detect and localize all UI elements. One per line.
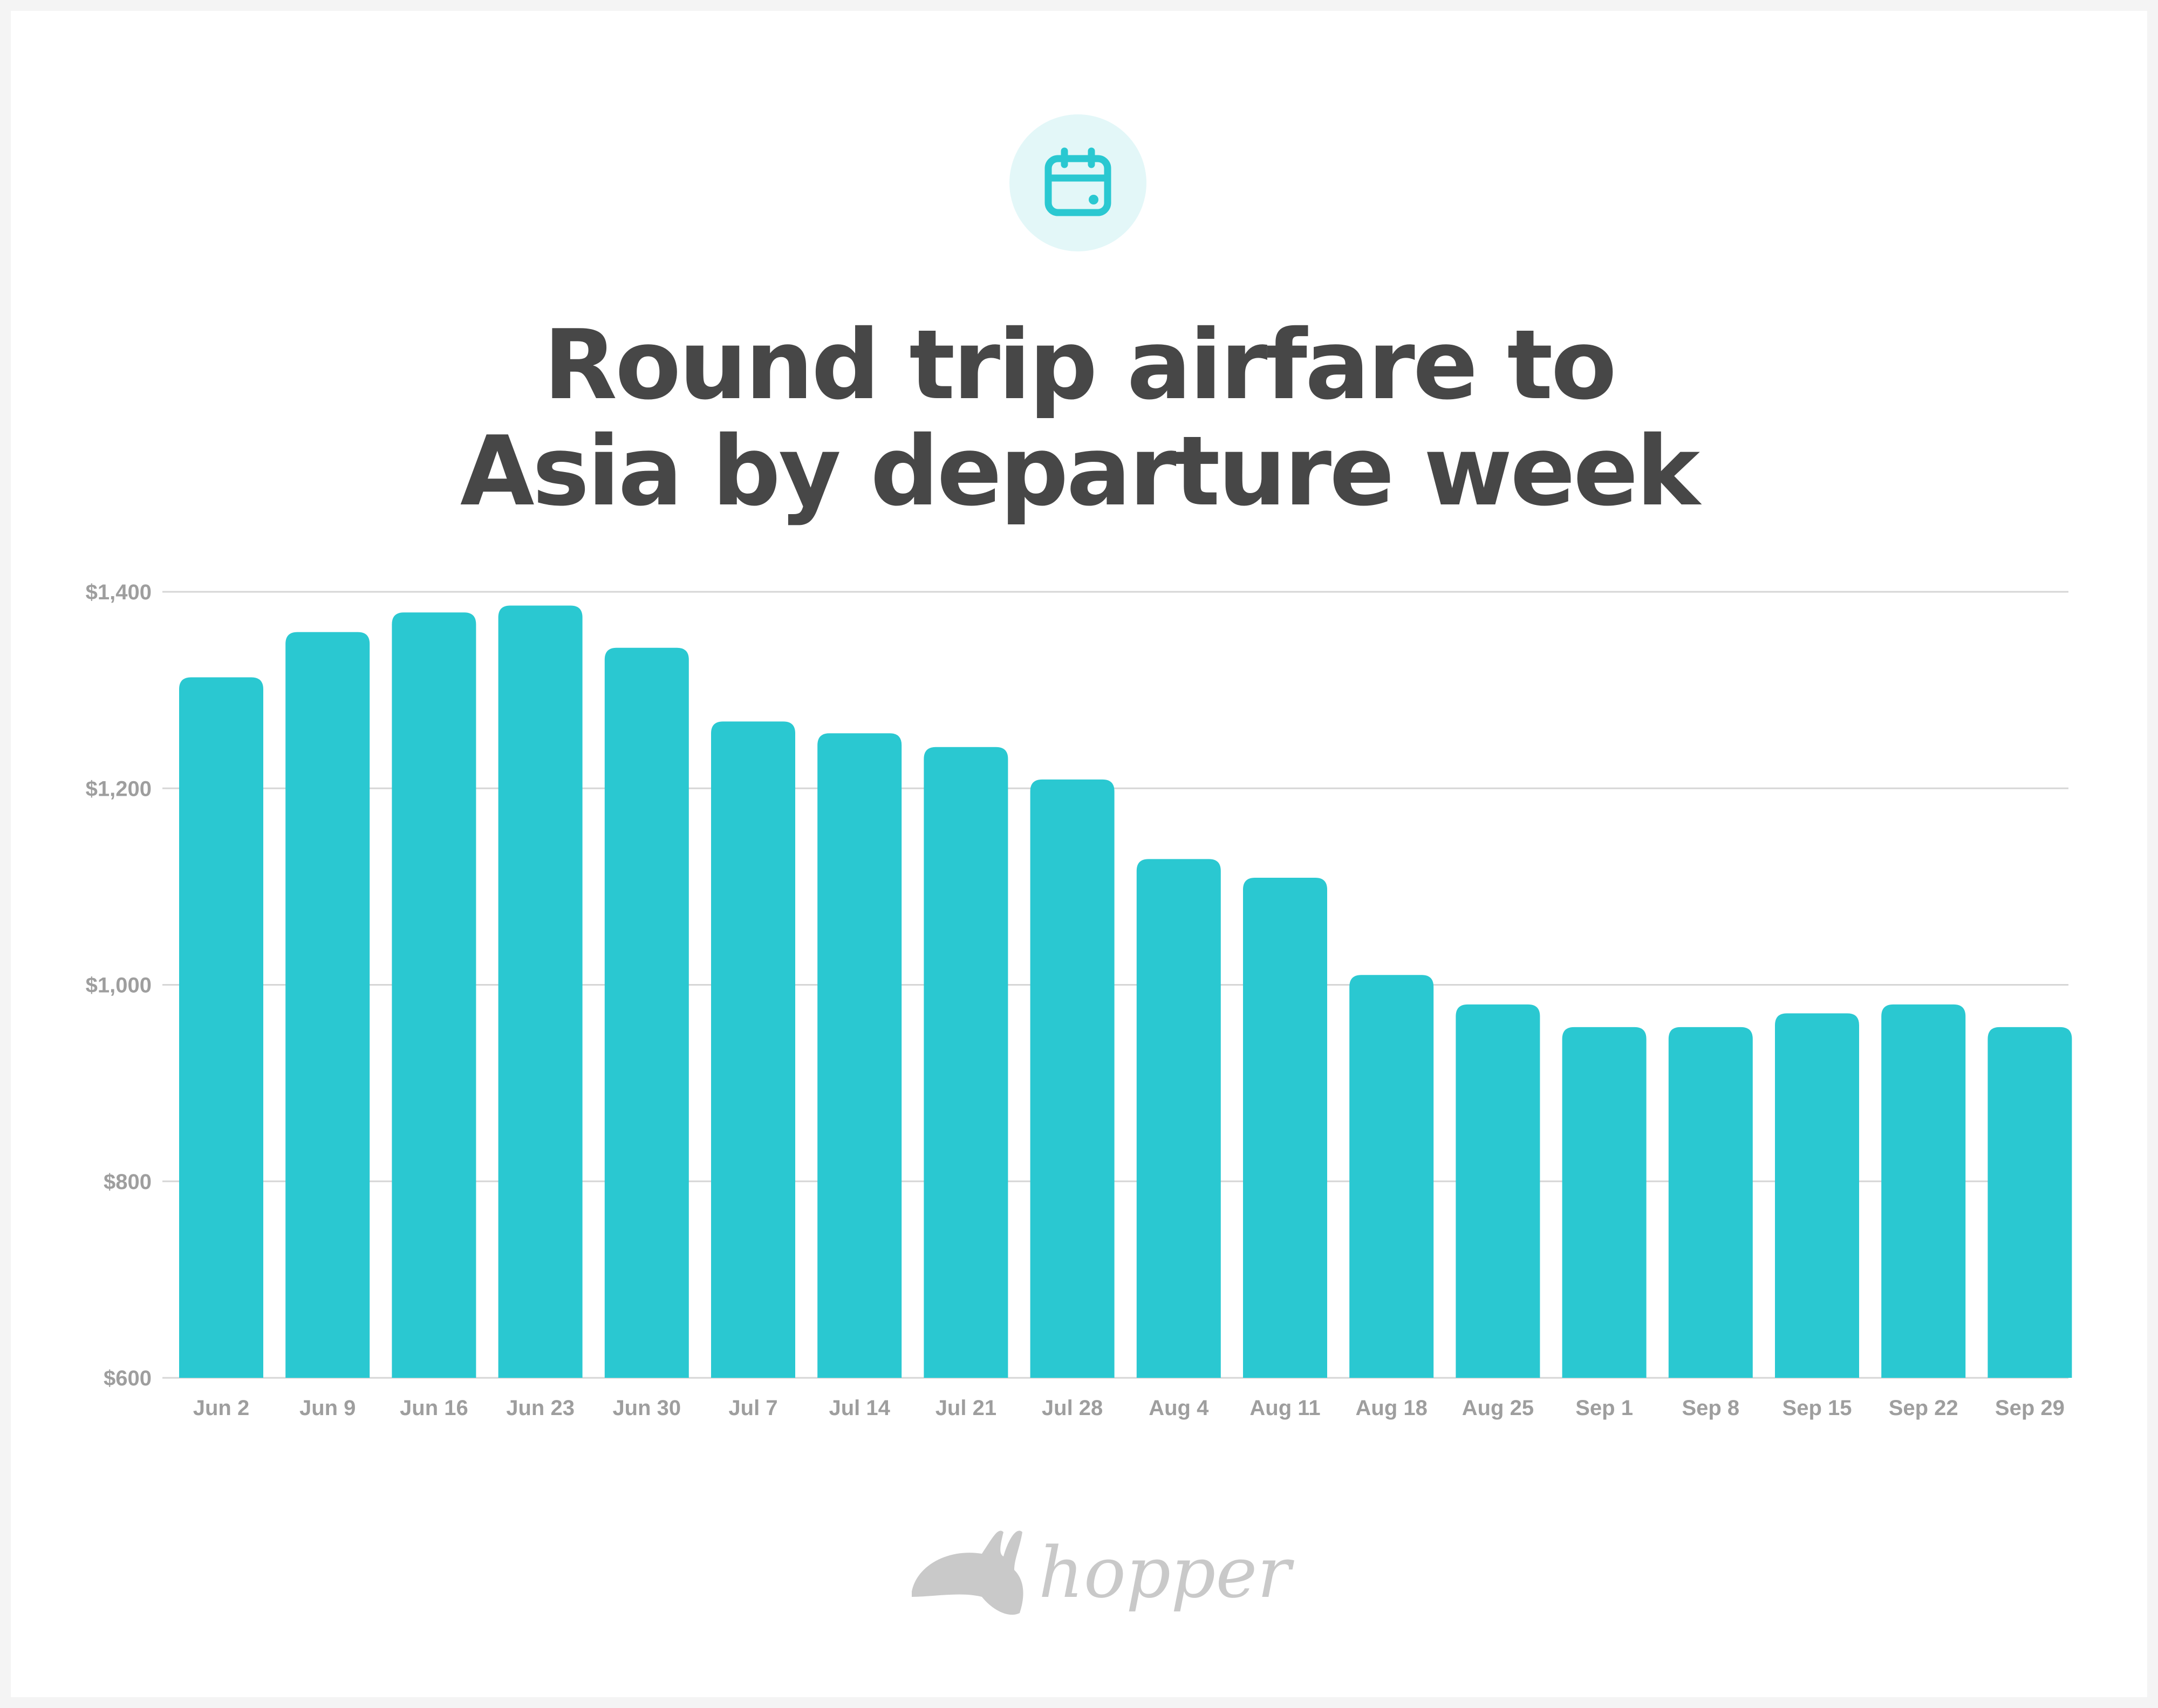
x-tick-label: Sep 15 bbox=[1783, 1396, 1852, 1420]
bar bbox=[1775, 1013, 1859, 1378]
x-tick-label: Jun 23 bbox=[506, 1396, 575, 1420]
bar bbox=[1030, 779, 1115, 1378]
bar bbox=[711, 721, 795, 1378]
x-tick-label: Aug 18 bbox=[1356, 1396, 1428, 1420]
bar bbox=[1243, 877, 1327, 1378]
bar bbox=[924, 747, 1008, 1378]
y-tick-label: $1,200 bbox=[86, 777, 152, 801]
bar bbox=[392, 612, 476, 1378]
x-tick-label: Sep 8 bbox=[1682, 1396, 1739, 1420]
x-tick-label: Sep 29 bbox=[1995, 1396, 2065, 1420]
y-tick-label: $1,000 bbox=[86, 974, 152, 998]
x-tick-label: Jul 21 bbox=[935, 1396, 996, 1420]
bar bbox=[498, 605, 583, 1378]
x-tick-label: Jul 14 bbox=[829, 1396, 890, 1420]
calendar-icon bbox=[1009, 114, 1146, 251]
y-tick-label: $800 bbox=[104, 1170, 152, 1194]
x-tick-label: Aug 25 bbox=[1462, 1396, 1534, 1420]
bar bbox=[817, 733, 902, 1378]
x-tick-label: Sep 1 bbox=[1575, 1396, 1633, 1420]
x-tick-label: Jun 9 bbox=[299, 1396, 356, 1420]
bar bbox=[1988, 1027, 2072, 1378]
chart-title-line-1: Round trip airfare to bbox=[543, 309, 1615, 421]
bar bbox=[1881, 1004, 1966, 1378]
x-tick-label: Jun 30 bbox=[612, 1396, 681, 1420]
bar bbox=[1136, 859, 1221, 1378]
bar bbox=[1562, 1027, 1647, 1378]
y-tick-label: $1,400 bbox=[86, 580, 152, 604]
x-tick-label: Jun 16 bbox=[400, 1396, 468, 1420]
x-tick-label: Aug 4 bbox=[1149, 1396, 1209, 1420]
x-tick-label: Jun 2 bbox=[193, 1396, 249, 1420]
x-tick-label: Aug 11 bbox=[1249, 1396, 1320, 1420]
bar bbox=[604, 647, 689, 1378]
bar bbox=[285, 632, 370, 1378]
hopper-logo: hopper bbox=[912, 1531, 1294, 1615]
x-tick-label: Jul 7 bbox=[728, 1396, 777, 1420]
logo-text: hopper bbox=[1039, 1532, 1294, 1614]
bar bbox=[1349, 975, 1434, 1378]
chart-title-line-2: Asia by departure week bbox=[460, 415, 1702, 527]
y-tick-label: $600 bbox=[104, 1367, 152, 1390]
bar bbox=[1668, 1027, 1753, 1378]
x-tick-label: Jul 28 bbox=[1042, 1396, 1103, 1420]
bar bbox=[179, 677, 263, 1378]
x-tick-label: Sep 22 bbox=[1889, 1396, 1958, 1420]
bar bbox=[1456, 1004, 1540, 1378]
